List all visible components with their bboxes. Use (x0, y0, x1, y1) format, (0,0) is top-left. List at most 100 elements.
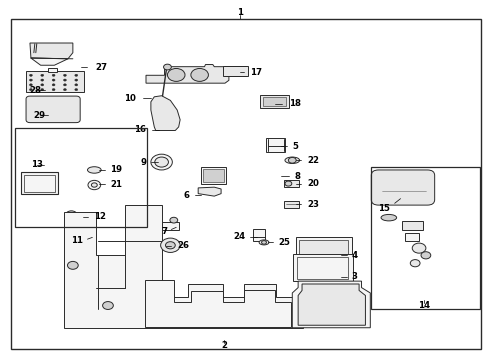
Text: 4: 4 (351, 251, 357, 260)
Text: 16: 16 (134, 125, 146, 134)
Ellipse shape (380, 215, 396, 221)
Bar (284, 201, 299, 208)
Text: 2: 2 (221, 341, 226, 350)
Circle shape (102, 302, 113, 310)
Circle shape (155, 157, 168, 167)
Circle shape (169, 217, 177, 223)
Bar (297, 257, 347, 279)
Bar (15, 128, 147, 226)
Text: 24: 24 (233, 232, 245, 241)
Text: 29: 29 (34, 111, 46, 120)
Bar (253, 229, 265, 241)
Bar (405, 233, 418, 241)
Bar (284, 180, 299, 187)
Bar (295, 237, 351, 263)
Circle shape (167, 68, 184, 81)
Circle shape (91, 183, 97, 187)
Circle shape (29, 74, 32, 76)
Circle shape (165, 242, 175, 249)
Circle shape (409, 260, 419, 267)
FancyBboxPatch shape (370, 170, 434, 205)
Circle shape (67, 261, 78, 269)
Circle shape (63, 79, 66, 81)
Text: 27: 27 (96, 63, 108, 72)
Bar (200, 167, 225, 184)
Text: 19: 19 (110, 166, 122, 175)
Text: 23: 23 (306, 200, 318, 209)
Polygon shape (144, 280, 290, 327)
Text: 3: 3 (351, 272, 357, 281)
Circle shape (261, 240, 266, 244)
Text: 18: 18 (289, 99, 301, 108)
Circle shape (65, 211, 77, 220)
Bar (48, 68, 57, 72)
Bar (203, 169, 223, 182)
Text: 28: 28 (29, 86, 41, 95)
Text: 8: 8 (294, 172, 300, 181)
Text: 26: 26 (177, 242, 189, 251)
Circle shape (190, 68, 208, 81)
Circle shape (151, 154, 172, 170)
Bar (299, 240, 347, 261)
Bar (263, 97, 286, 106)
Ellipse shape (87, 167, 101, 173)
Circle shape (63, 84, 66, 86)
Text: 9: 9 (140, 158, 146, 167)
Circle shape (41, 79, 43, 81)
Circle shape (160, 238, 180, 252)
Circle shape (29, 79, 32, 81)
Text: 20: 20 (306, 179, 318, 188)
Bar (21, 172, 58, 194)
Text: 7: 7 (161, 227, 167, 236)
FancyBboxPatch shape (26, 96, 80, 123)
Circle shape (52, 84, 55, 86)
Bar (223, 66, 248, 76)
Text: 15: 15 (377, 204, 389, 213)
Circle shape (75, 84, 78, 86)
Circle shape (163, 64, 171, 70)
Bar (293, 254, 352, 281)
Circle shape (41, 89, 43, 91)
Text: 13: 13 (31, 161, 43, 170)
Text: 25: 25 (278, 238, 290, 247)
Bar (24, 175, 55, 192)
Polygon shape (64, 205, 303, 328)
Bar (26, 71, 83, 92)
Text: 17: 17 (250, 68, 262, 77)
Circle shape (29, 89, 32, 91)
Polygon shape (146, 64, 228, 83)
Circle shape (63, 74, 66, 76)
Circle shape (420, 252, 430, 259)
Text: 21: 21 (110, 180, 122, 189)
Text: 6: 6 (183, 190, 189, 199)
Circle shape (285, 181, 291, 186)
Polygon shape (30, 43, 73, 59)
Circle shape (88, 180, 101, 190)
Bar (161, 222, 178, 230)
Circle shape (52, 89, 55, 91)
Polygon shape (151, 96, 180, 131)
Circle shape (29, 84, 32, 86)
Circle shape (75, 74, 78, 76)
Text: 14: 14 (417, 301, 429, 310)
Text: 10: 10 (124, 94, 136, 103)
Bar (370, 167, 479, 309)
Ellipse shape (285, 157, 299, 163)
Text: 12: 12 (94, 212, 106, 221)
Polygon shape (31, 58, 68, 65)
Text: 5: 5 (292, 142, 298, 151)
Circle shape (41, 84, 43, 86)
Circle shape (288, 157, 296, 163)
Polygon shape (198, 187, 221, 196)
Text: 11: 11 (70, 237, 82, 246)
Polygon shape (298, 284, 365, 325)
Circle shape (52, 74, 55, 76)
Circle shape (75, 79, 78, 81)
Ellipse shape (259, 240, 268, 245)
Bar (266, 138, 285, 152)
Circle shape (41, 74, 43, 76)
Bar (260, 95, 289, 108)
Text: 22: 22 (306, 156, 318, 165)
Circle shape (52, 79, 55, 81)
Bar (401, 221, 423, 230)
